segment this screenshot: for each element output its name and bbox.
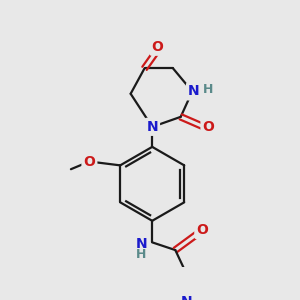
Text: O: O [152,40,164,54]
Text: N: N [146,120,158,134]
Text: N: N [188,84,200,98]
Text: O: O [83,154,95,169]
Text: N: N [136,237,147,251]
Text: N: N [181,296,193,300]
Text: O: O [196,223,208,237]
Text: H: H [202,83,213,96]
Text: O: O [202,120,214,134]
Text: H: H [136,248,147,261]
